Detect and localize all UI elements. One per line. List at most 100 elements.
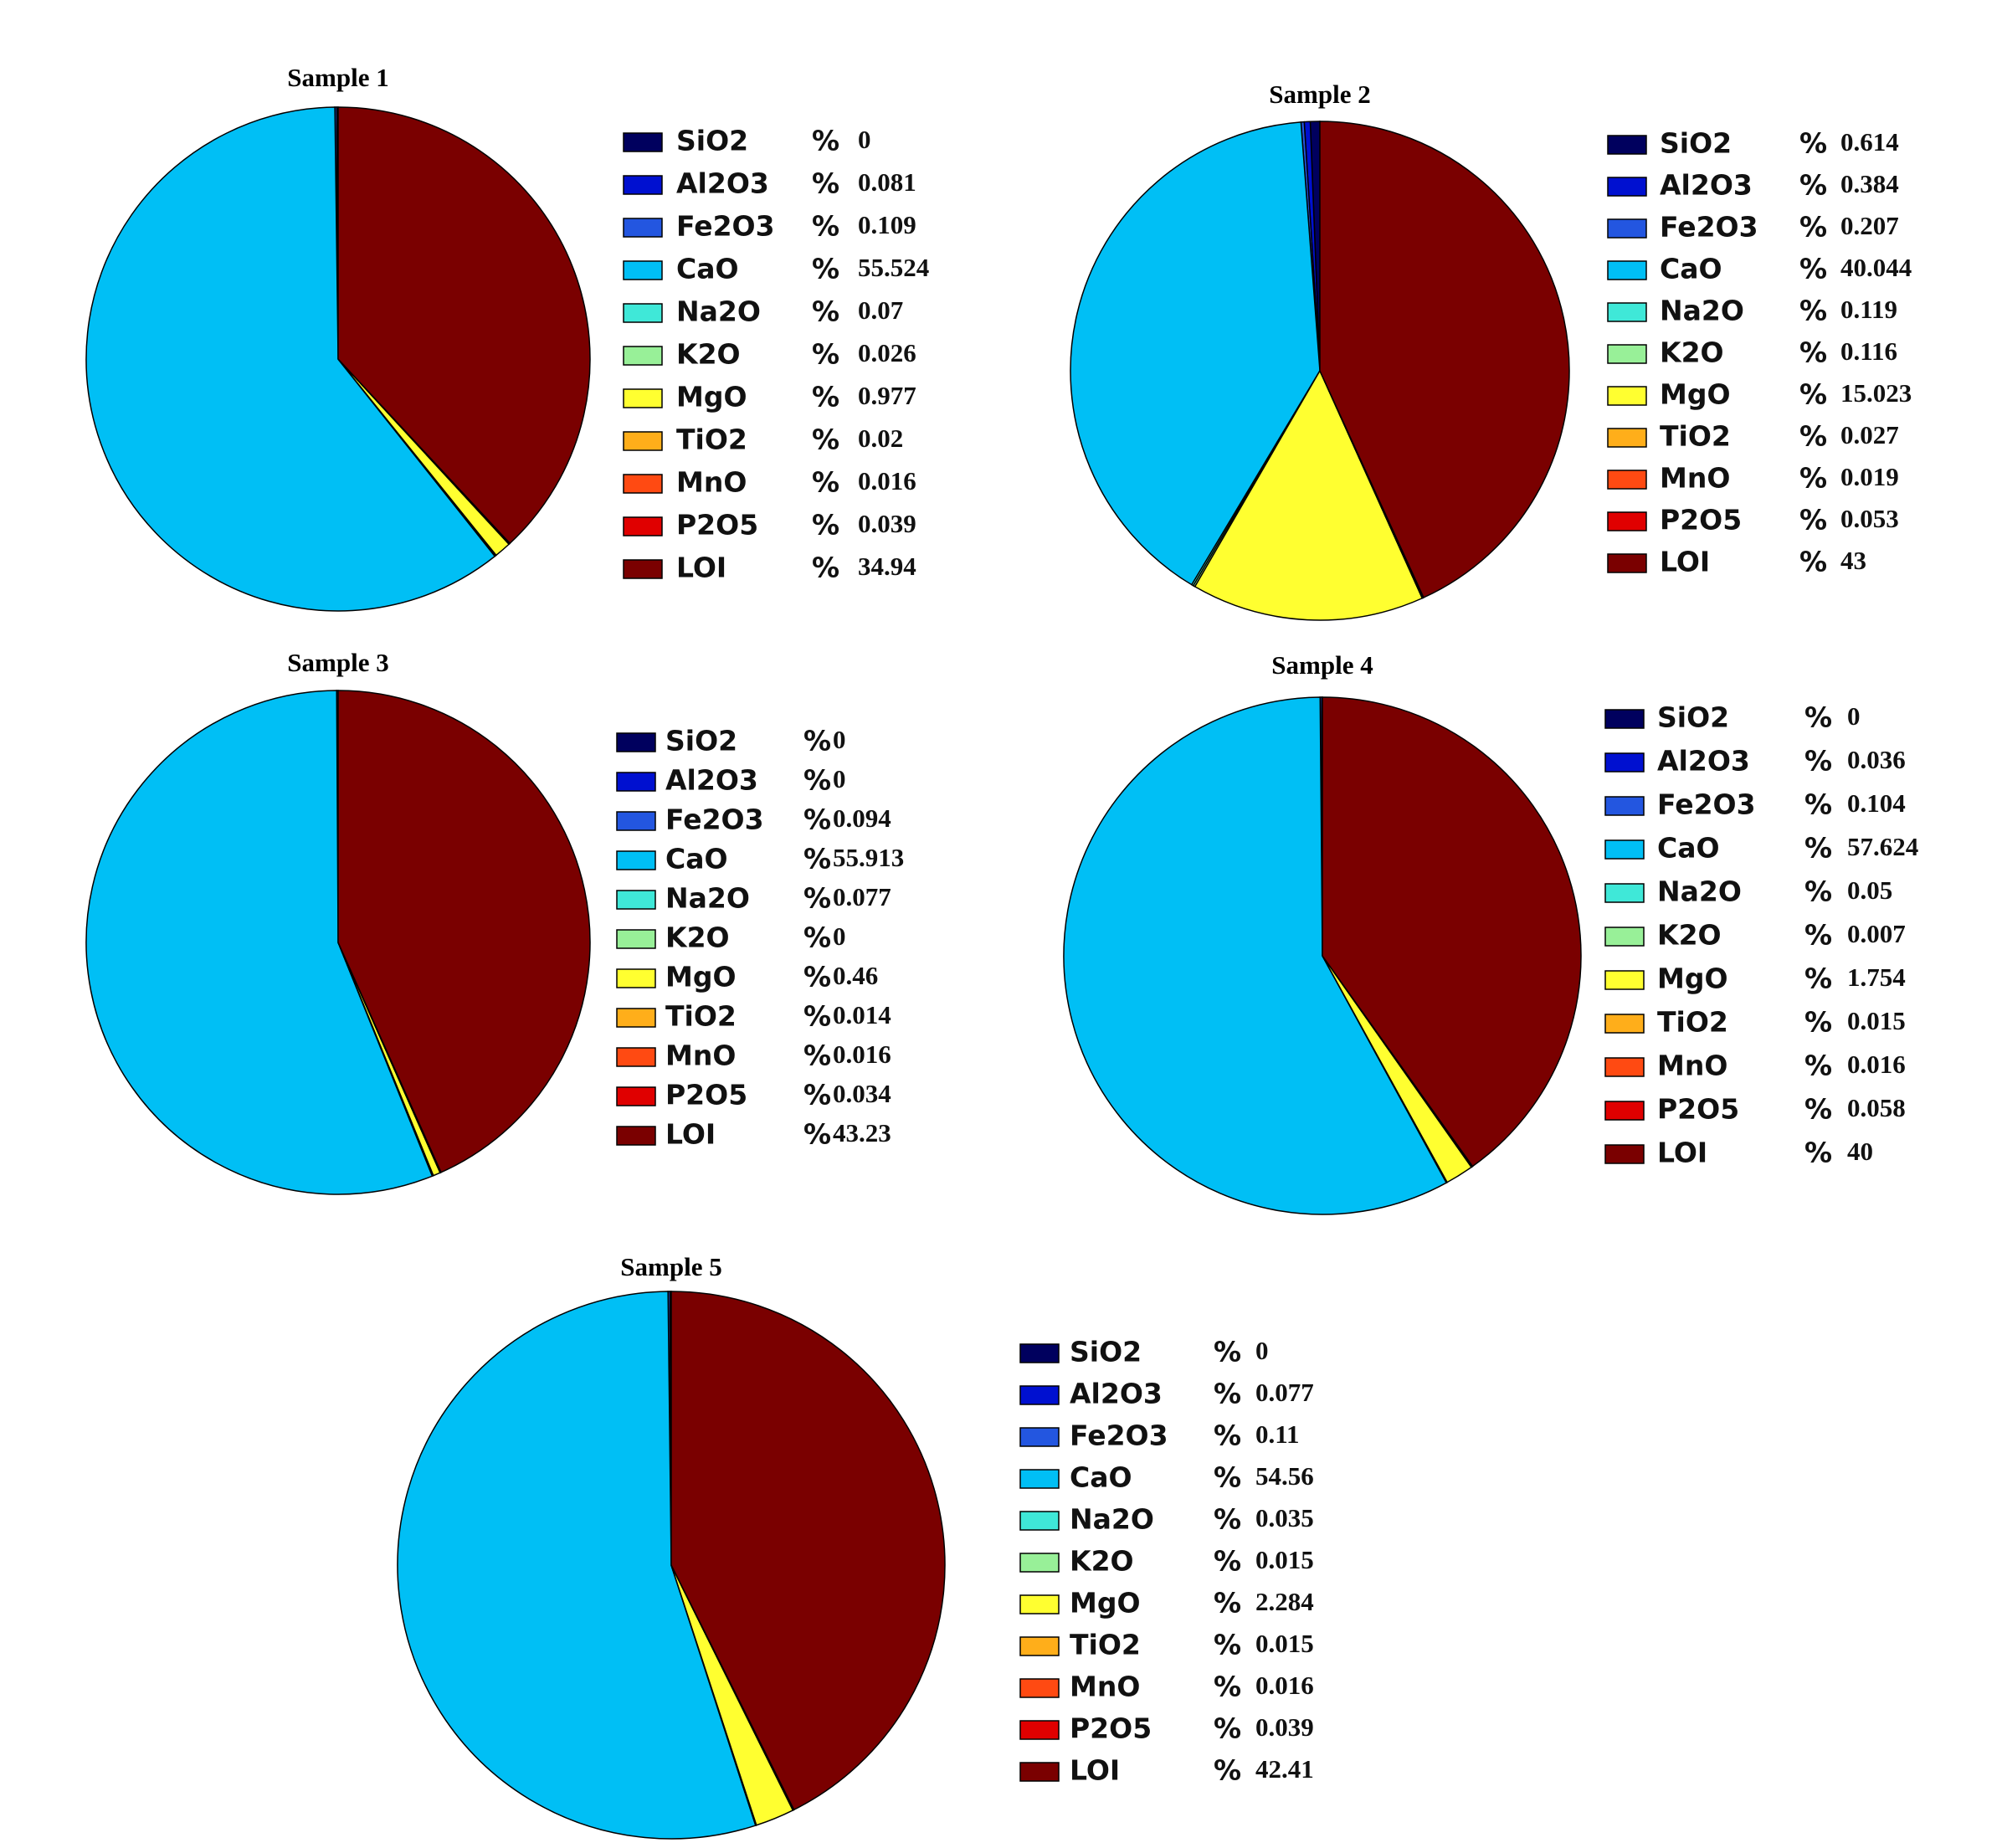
legend-swatch [623, 218, 663, 238]
legend-label: Na2O [1657, 875, 1742, 908]
legend-label: TiO2 [665, 1000, 737, 1033]
legend-swatch [616, 772, 656, 792]
legend-label: K2O [1657, 919, 1722, 952]
legend-swatch [616, 1047, 656, 1067]
pie-slice [1322, 696, 1582, 1168]
legend-label: MgO [665, 961, 737, 993]
legend-unit: % [803, 1000, 831, 1033]
legend-unit: % [1799, 336, 1827, 369]
legend-swatch [623, 516, 663, 536]
legend-label: TiO2 [1657, 1006, 1728, 1039]
legend-swatch [1604, 970, 1645, 990]
legend-swatch [1019, 1385, 1060, 1405]
legend-unit: % [1804, 875, 1832, 908]
legend-swatch [616, 890, 656, 910]
legend-label: Fe2O3 [1070, 1419, 1168, 1452]
legend-label: TiO2 [1070, 1629, 1141, 1661]
legend-value: 57.624 [1847, 832, 1918, 861]
legend-value: 55.524 [858, 253, 929, 282]
legend-value: 55.913 [833, 843, 904, 872]
legend-label: Na2O [676, 295, 761, 328]
legend-swatch [1019, 1636, 1060, 1656]
legend-unit: % [1799, 169, 1827, 202]
legend-value: 0.016 [833, 1040, 891, 1069]
legend-unit: % [812, 381, 839, 413]
chart-title: Sample 1 [287, 63, 388, 92]
legend-unit: % [1804, 832, 1832, 865]
legend-swatch [616, 732, 656, 752]
legend-swatch [623, 132, 663, 152]
legend-unit: % [1214, 1461, 1241, 1494]
legend-unit: % [803, 725, 831, 757]
legend-label: TiO2 [1660, 420, 1731, 453]
legend-value: 0.077 [1255, 1378, 1314, 1407]
pie-slice [1319, 121, 1570, 598]
legend-swatch [623, 303, 663, 323]
legend-value: 0 [833, 764, 846, 793]
legend-label: MnO [676, 466, 747, 499]
legend-label: Al2O3 [676, 167, 769, 200]
legend-swatch [616, 811, 656, 831]
legend-unit: % [1799, 211, 1827, 244]
legend-unit: % [1214, 1712, 1241, 1745]
legend-unit: % [1804, 919, 1832, 952]
legend-value: 0.384 [1840, 169, 1899, 198]
legend-value: 0.053 [1840, 504, 1899, 533]
legend-unit: % [803, 843, 831, 875]
legend-swatch [1607, 260, 1647, 280]
legend-value: 0.094 [833, 803, 891, 833]
legend-swatch [1604, 839, 1645, 860]
legend-swatch [1607, 470, 1647, 490]
legend-value: 0 [1255, 1336, 1269, 1365]
legend-label: P2O5 [1660, 504, 1742, 536]
legend-value: 43.23 [833, 1118, 891, 1147]
legend-unit: % [1804, 788, 1832, 821]
legend-unit: % [1214, 1545, 1241, 1578]
pie-slice [670, 1291, 946, 1811]
legend-value: 40 [1847, 1137, 1873, 1166]
legend-value: 43 [1840, 546, 1866, 575]
legend-value: 0.027 [1840, 420, 1899, 449]
pie-slice [1194, 369, 1424, 621]
legend-swatch [1019, 1469, 1060, 1489]
legend-unit: % [1799, 295, 1827, 327]
legend-label: TiO2 [676, 424, 747, 456]
legend-value: 0.007 [1847, 919, 1906, 948]
legend-swatch [1607, 344, 1647, 364]
legend-unit: % [1214, 1754, 1241, 1787]
legend-unit: % [1804, 963, 1832, 995]
legend-swatch [623, 346, 663, 366]
legend-label: P2O5 [1070, 1712, 1152, 1745]
legend-unit: % [1214, 1629, 1241, 1661]
legend-swatch [1019, 1762, 1060, 1782]
legend-swatch [1607, 553, 1647, 573]
legend-swatch [1604, 927, 1645, 947]
legend-unit: % [812, 466, 839, 499]
legend-label: CaO [1070, 1461, 1132, 1494]
legend-unit: % [1799, 546, 1827, 578]
legend-value: 0.109 [858, 210, 916, 239]
legend-label: K2O [1070, 1545, 1134, 1578]
legend-swatch [616, 850, 656, 870]
legend-value: 2.284 [1255, 1587, 1314, 1616]
legend-unit: % [1799, 504, 1827, 536]
legend-value: 42.41 [1255, 1754, 1314, 1784]
pie-slice [397, 1291, 757, 1840]
legend-swatch [1607, 135, 1647, 155]
legend-unit: % [812, 210, 839, 243]
legend-label: SiO2 [665, 725, 737, 757]
legend-unit: % [1214, 1503, 1241, 1536]
legend-label: K2O [665, 921, 730, 954]
legend-swatch [623, 260, 663, 280]
chart-title: Sample 4 [1271, 650, 1373, 680]
legend-unit: % [812, 424, 839, 456]
legend-unit: % [803, 1040, 831, 1072]
legend-swatch [1604, 752, 1645, 773]
legend-swatch [1607, 428, 1647, 448]
legend-label: Al2O3 [1660, 169, 1753, 202]
legend-label: CaO [1657, 832, 1720, 865]
legend-unit: % [1799, 420, 1827, 453]
legend-unit: % [803, 921, 831, 954]
legend-swatch [623, 175, 663, 195]
